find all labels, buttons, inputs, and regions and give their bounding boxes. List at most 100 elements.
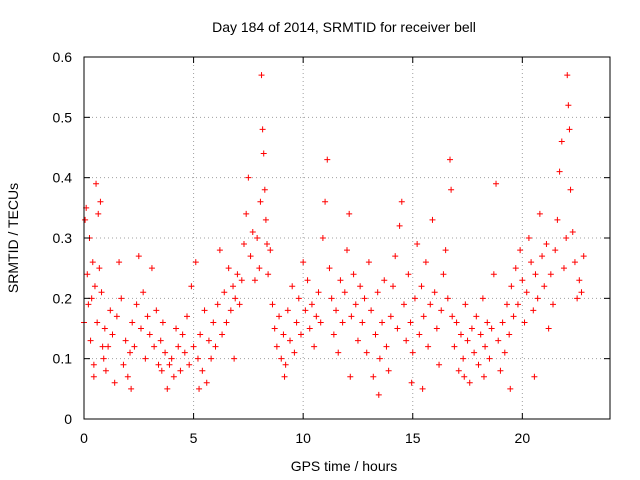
data-point <box>155 361 162 368</box>
data-point <box>203 379 210 386</box>
data-point <box>85 301 92 308</box>
data-point <box>333 307 340 314</box>
data-point <box>102 367 109 374</box>
data-point <box>96 265 103 272</box>
data-point <box>534 295 541 302</box>
data-point <box>192 259 199 266</box>
data-point <box>205 337 212 344</box>
data-point <box>346 210 353 217</box>
data-point <box>245 174 252 181</box>
data-point <box>131 343 138 350</box>
data-point <box>449 313 456 320</box>
data-point <box>493 180 500 187</box>
data-point <box>181 349 188 356</box>
data-point <box>431 289 438 296</box>
data-point <box>394 325 401 332</box>
data-point <box>558 138 565 145</box>
data-point <box>293 319 300 326</box>
data-points <box>81 72 587 398</box>
y-tick-label: 0.1 <box>53 351 73 367</box>
data-point <box>531 373 538 380</box>
data-point <box>554 216 561 223</box>
data-point <box>550 301 557 308</box>
data-point <box>407 319 414 326</box>
data-point <box>528 259 535 266</box>
data-point <box>563 235 570 241</box>
data-point <box>133 301 140 308</box>
data-point <box>508 283 515 290</box>
data-point <box>140 289 147 296</box>
data-point <box>411 295 418 302</box>
data-point <box>249 228 256 235</box>
data-point <box>392 253 399 260</box>
y-tick-label: 0 <box>64 411 72 427</box>
data-point <box>179 331 186 338</box>
data-point <box>359 319 366 326</box>
data-point <box>488 325 495 332</box>
data-point <box>567 186 574 193</box>
data-point <box>523 289 530 296</box>
data-point <box>170 373 177 380</box>
data-point <box>536 210 543 217</box>
grid-lines <box>84 57 610 419</box>
data-point <box>313 313 320 320</box>
data-point <box>234 271 241 278</box>
data-point <box>142 355 149 362</box>
data-point <box>328 295 335 302</box>
data-point <box>556 168 563 175</box>
data-point <box>127 349 134 356</box>
data-point <box>251 277 258 284</box>
axes: 0 0.1 0.2 0.3 0.4 0.5 0.6 0 5 10 15 20 <box>53 49 610 446</box>
data-point <box>375 391 382 398</box>
data-point <box>124 373 131 380</box>
data-point <box>479 295 486 302</box>
data-point <box>354 337 361 344</box>
data-point <box>291 349 298 356</box>
data-point <box>186 361 193 368</box>
chart-title: Day 184 of 2014, SRMTID for receiver bel… <box>212 19 476 35</box>
data-point <box>370 373 377 380</box>
data-point <box>260 150 267 157</box>
data-point <box>552 247 559 254</box>
data-point <box>247 253 254 260</box>
data-point <box>194 355 201 362</box>
data-point <box>197 331 204 338</box>
data-point <box>210 319 217 326</box>
data-point <box>173 325 180 332</box>
data-point <box>319 235 326 241</box>
data-point <box>339 319 346 326</box>
data-point <box>304 277 311 284</box>
data-point <box>317 319 324 326</box>
data-point <box>408 379 415 386</box>
y-tick-label: 0.3 <box>53 230 73 246</box>
data-point <box>311 343 318 350</box>
data-point <box>326 265 333 272</box>
data-point <box>308 301 315 308</box>
data-point <box>302 307 309 314</box>
data-point <box>259 126 266 133</box>
data-point <box>109 331 116 338</box>
data-point <box>184 313 191 320</box>
data-point <box>350 271 357 278</box>
data-point <box>264 241 271 248</box>
data-point <box>361 295 368 302</box>
data-point <box>212 343 219 350</box>
data-point <box>422 259 429 266</box>
data-point <box>330 331 337 338</box>
y-tick-label: 0.6 <box>53 49 73 65</box>
data-point <box>188 283 195 290</box>
data-point <box>116 259 123 266</box>
data-point <box>477 331 484 338</box>
data-point <box>390 283 397 290</box>
data-point <box>464 337 471 344</box>
y-tick-label: 0.2 <box>53 290 73 306</box>
data-point <box>196 385 203 392</box>
data-point <box>490 271 497 278</box>
data-point <box>363 349 370 356</box>
data-point <box>137 325 144 332</box>
data-point <box>440 271 447 278</box>
data-point <box>335 349 342 356</box>
data-point <box>374 289 381 296</box>
data-point <box>93 180 100 187</box>
